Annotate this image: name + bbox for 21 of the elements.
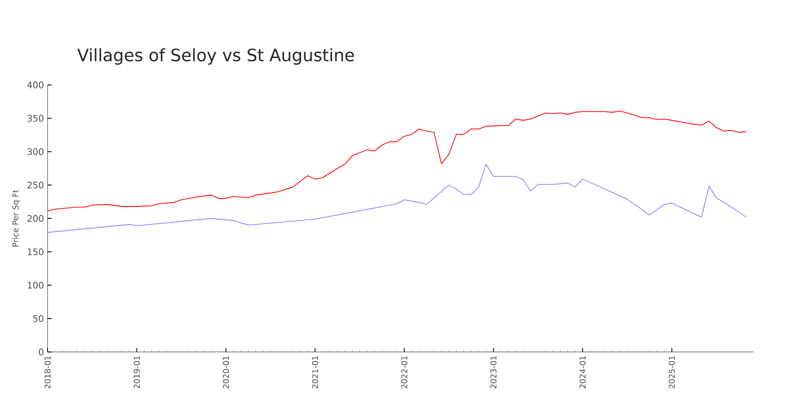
y-axis-title: Price Per Sq Ft [12,190,20,247]
x-tick-label: 2020-01 [222,356,229,388]
x-tick-label: 2025-01 [668,356,675,388]
y-tick-label: 100 [28,282,44,289]
y-tick-label: 400 [27,82,44,88]
x-tick-label: 2024-01 [580,356,586,388]
x-tick-label: 2019-01 [134,356,140,388]
x-tick-label: 2021-01 [312,356,318,388]
y-tick-label: 0 [38,348,44,356]
x-tick-label: 2023-01 [490,356,496,388]
y-tick-label: 250 [28,182,44,188]
chart-title: Villages of Seloy vs St Augustine [77,48,354,65]
y-tick-label: 200 [28,215,44,222]
line-series [47,110,747,212]
x-tick-label: 2022-01 [401,356,408,388]
y-tick-label: 300 [28,148,44,156]
y-tick-label: 50 [33,315,44,322]
y-tick-label: 350 [28,114,44,122]
x-tick-label: 2018-01 [44,356,51,388]
line-series [47,164,747,233]
y-tick-label: 150 [28,248,44,256]
